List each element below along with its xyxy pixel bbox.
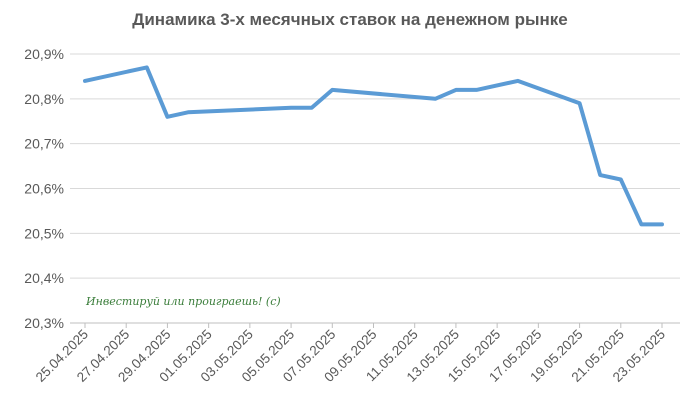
data-point — [639, 222, 643, 226]
series-line — [83, 65, 664, 227]
y-tick-label: 20,8% — [24, 91, 64, 107]
y-tick-label: 20,9% — [24, 46, 64, 62]
data-point — [516, 79, 520, 83]
data-point — [598, 173, 602, 177]
data-point — [454, 88, 458, 92]
data-point — [660, 222, 664, 226]
data-point — [433, 97, 437, 101]
data-point — [578, 101, 582, 105]
data-point — [330, 88, 334, 92]
data-point — [83, 79, 87, 83]
y-tick-label: 20,3% — [24, 315, 64, 331]
data-point — [310, 106, 314, 110]
y-tick-label: 20,6% — [24, 181, 64, 197]
data-point — [289, 106, 293, 110]
chart-title: Динамика 3-х месячных ставок на денежном… — [132, 10, 568, 29]
y-tick-label: 20,5% — [24, 225, 64, 241]
y-tick-label: 20,4% — [24, 270, 64, 286]
data-point — [619, 178, 623, 182]
data-point — [165, 115, 169, 119]
y-tick-label: 20,7% — [24, 136, 64, 152]
data-point — [475, 88, 479, 92]
data-point — [145, 65, 149, 69]
data-point — [186, 110, 190, 114]
watermark-annotation: Инвестируй или проиграешь! (с) — [85, 295, 281, 308]
